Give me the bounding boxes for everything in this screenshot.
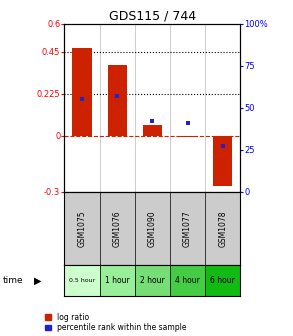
Point xyxy=(115,93,120,98)
Bar xyxy=(170,265,205,296)
Text: 2 hour: 2 hour xyxy=(140,276,165,285)
Bar xyxy=(178,135,197,137)
Bar xyxy=(143,125,162,135)
Bar xyxy=(100,265,135,296)
Legend: log ratio, percentile rank within the sample: log ratio, percentile rank within the sa… xyxy=(45,313,187,332)
Text: GSM1090: GSM1090 xyxy=(148,210,157,247)
Bar xyxy=(205,265,240,296)
Text: GSM1077: GSM1077 xyxy=(183,210,192,247)
Title: GDS115 / 744: GDS115 / 744 xyxy=(109,9,196,23)
Bar xyxy=(135,265,170,296)
Text: time: time xyxy=(3,276,23,285)
Text: GSM1078: GSM1078 xyxy=(218,210,227,247)
Text: 4 hour: 4 hour xyxy=(175,276,200,285)
Bar xyxy=(108,65,127,135)
Text: 6 hour: 6 hour xyxy=(210,276,235,285)
Point xyxy=(220,143,225,149)
Text: ▶: ▶ xyxy=(34,276,42,286)
Bar xyxy=(213,135,232,186)
Text: 1 hour: 1 hour xyxy=(105,276,130,285)
Bar xyxy=(72,48,92,135)
Text: 0.5 hour: 0.5 hour xyxy=(69,278,95,283)
Bar xyxy=(64,265,100,296)
Point xyxy=(150,118,155,124)
Text: GSM1075: GSM1075 xyxy=(78,210,86,247)
Point xyxy=(185,120,190,125)
Point xyxy=(80,96,84,102)
Text: GSM1076: GSM1076 xyxy=(113,210,122,247)
